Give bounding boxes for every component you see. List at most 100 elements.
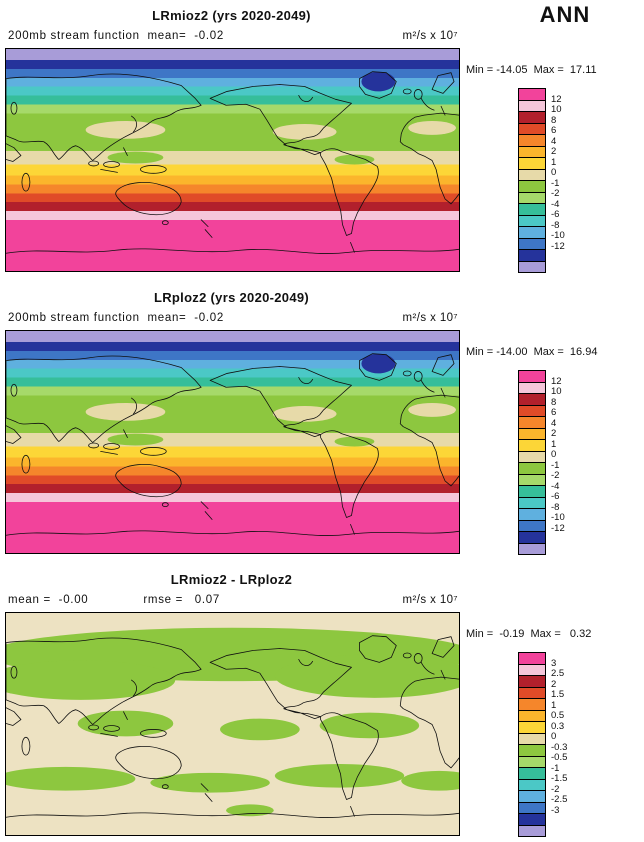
colorbar-tick-label: 12	[551, 375, 562, 387]
colorbar: 12 10 8 6 4 2 1 0 -1 -2 -4 -6 -8 -10 -12	[518, 88, 588, 273]
map-overlay	[6, 71, 459, 254]
colorbar-segment	[519, 686, 545, 698]
colorbar-segment	[519, 531, 545, 543]
colorbar-segments	[518, 652, 546, 837]
colorbar-tick-label: -8	[551, 219, 560, 231]
colorbar-segment	[519, 249, 545, 261]
units-label: m²/s x 10⁷	[402, 594, 458, 606]
colorbar-tick-label: 6	[551, 407, 557, 418]
units-label: m²/s x 10⁷	[402, 312, 458, 324]
colorbar-segment	[519, 675, 545, 687]
units-label: m²/s x 10⁷	[402, 30, 458, 42]
colorbar-tick-label: -4	[551, 198, 560, 210]
colorbar-tick-label: -1	[551, 177, 560, 189]
colorbar-labels: 12 10 8 6 4 2 1 0 -1 -2 -4 -6 -8 -10 -12	[551, 371, 587, 541]
map-overlay	[6, 353, 459, 536]
colorbar-segment	[519, 122, 545, 134]
minmax-label: Min = -14.00 Max = 16.94	[466, 346, 598, 358]
colorbar-segment	[519, 663, 545, 675]
colorbar-labels: 3 2.5 2 1.5 1 0.5 0.3 0 -0.3 -0.5 -1 -1.5 -2 -2.5 -3	[551, 653, 587, 823]
colorbar-tick-label: -1	[551, 762, 560, 774]
colorbar-tick-label: 10	[551, 104, 562, 115]
colorbar-segment	[519, 416, 545, 428]
colorbar-segment	[519, 732, 545, 744]
colorbar-tick-label: -0.5	[551, 752, 568, 763]
colorbar-tick-label: -10	[551, 230, 565, 241]
colorbar-tick-label: -1.5	[551, 773, 568, 784]
colorbar-segment	[519, 473, 545, 485]
colorbar-segment	[519, 485, 545, 497]
panel-difference: LRmioz2 - LRploz2 mean = -0.00 rmse = 0.…	[0, 564, 644, 842]
colorbar-tick-label: 3	[551, 657, 557, 669]
colorbar-segment	[519, 111, 545, 123]
colorbar-segment	[519, 698, 545, 710]
colorbar-tick-label: 4	[551, 135, 557, 147]
subtitle-row: mean = -0.00 rmse = 0.07 m²/s x 10⁷	[8, 594, 458, 606]
colorbar-segment	[519, 203, 545, 215]
map-case2	[5, 330, 460, 554]
colorbar-segment	[519, 427, 545, 439]
colorbar-segment	[519, 709, 545, 721]
colorbar-tick-label: 2.5	[551, 668, 565, 679]
panel-case1: LRmioz2 (yrs 2020-2049) 200mb stream fun…	[0, 0, 644, 282]
colorbar-segment	[519, 237, 545, 249]
colorbar-segment	[519, 191, 545, 203]
colorbar-tick-label: 6	[551, 125, 557, 136]
colorbar-tick-label: -2	[551, 188, 560, 199]
minmax-label: Min = -0.19 Max = 0.32	[466, 628, 592, 640]
colorbar-segment	[519, 801, 545, 813]
colorbar-segment	[519, 508, 545, 520]
colorbar: 3 2.5 2 1.5 1 0.5 0.3 0 -0.3 -0.5 -1 -1.5 -2 -2.5 -3	[518, 652, 588, 837]
colorbar: 12 10 8 6 4 2 1 0 -1 -2 -4 -6 -8 -10 -12	[518, 370, 588, 555]
colorbar-tick-label: -6	[551, 491, 560, 502]
colorbar-segment	[519, 462, 545, 474]
colorbar-segment	[519, 180, 545, 192]
colorbar-tick-label: 1	[551, 699, 557, 711]
colorbar-tick-label: -2	[551, 470, 560, 481]
colorbar-segment	[519, 214, 545, 226]
colorbar-tick-label: 0.5	[551, 710, 565, 721]
colorbar-segments	[518, 370, 546, 555]
colorbar-tick-label: -6	[551, 209, 560, 220]
variable-mean-label: 200mb stream function mean= -0.02	[8, 312, 224, 324]
colorbar-segment	[519, 778, 545, 790]
colorbar-segment	[519, 496, 545, 508]
colorbar-tick-label: 8	[551, 114, 557, 126]
colorbar-segment	[519, 168, 545, 180]
colorbar-segment	[519, 381, 545, 393]
colorbar-segment	[519, 404, 545, 416]
colorbar-tick-label: -8	[551, 501, 560, 513]
colorbar-labels: 12 10 8 6 4 2 1 0 -1 -2 -4 -6 -8 -10 -12	[551, 89, 587, 259]
colorbar-segment	[519, 439, 545, 451]
colorbar-tick-label: -1	[551, 459, 560, 471]
rmse-label: rmse = 0.07	[143, 594, 220, 606]
colorbar-segment	[519, 371, 545, 382]
colorbar-tick-label: -2	[551, 783, 560, 795]
panel-case2: LRploz2 (yrs 2020-2049) 200mb stream fun…	[0, 282, 644, 564]
colorbar-segment	[519, 89, 545, 100]
colorbar-segment	[519, 226, 545, 238]
colorbar-segments	[518, 88, 546, 273]
colorbar-tick-label: -10	[551, 512, 565, 523]
colorbar-tick-label: 2	[551, 146, 557, 157]
colorbar-segment	[519, 145, 545, 157]
mean-label: mean = -0.00	[8, 594, 89, 606]
colorbar-segment	[519, 260, 545, 272]
colorbar-segment	[519, 653, 545, 664]
map-difference	[5, 612, 460, 836]
panel-title: LRmioz2 - LRploz2	[170, 572, 293, 587]
colorbar-tick-label: 10	[551, 386, 562, 397]
colorbar-tick-label: -3	[551, 804, 560, 816]
panel-title: LRmioz2 (yrs 2020-2049)	[152, 8, 311, 23]
colorbar-segment	[519, 767, 545, 779]
colorbar-segment	[519, 744, 545, 756]
colorbar-segment	[519, 824, 545, 836]
colorbar-tick-label: 2	[551, 428, 557, 439]
season-label: ANN	[539, 2, 591, 27]
subtitle-row: 200mb stream function mean= -0.02 m²/s x…	[8, 312, 458, 324]
colorbar-tick-label: 0	[551, 731, 557, 742]
colorbar-tick-label: 2	[551, 678, 557, 690]
map-case1	[5, 48, 460, 272]
colorbar-tick-label: -2.5	[551, 794, 568, 805]
